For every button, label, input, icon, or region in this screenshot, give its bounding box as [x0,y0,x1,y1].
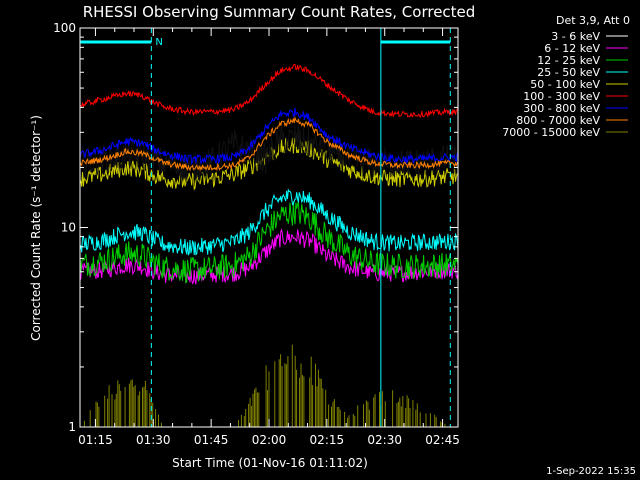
x-tick-label-3: 02:00 [252,433,287,447]
legend-label-12-25-kev: 12 - 25 keV [537,54,600,67]
series-line-12-25-kev [79,201,459,284]
y-tick-label-1: 10 [61,221,76,235]
series-line-100-300-kev [79,63,459,119]
chart-title: RHESSI Observing Summary Count Rates, Co… [83,3,476,21]
legend-label-50-100-kev: 50 - 100 keV [530,78,600,91]
x-tick-label-5: 02:30 [367,433,402,447]
legend-label-7000-15000-kev: 7000 - 15000 keV [502,126,600,139]
x-tick-label-2: 01:45 [194,433,229,447]
series-spikes-7000-15000-kev [83,344,446,427]
y-axis-label: Corrected Count Rate (s⁻¹ detector⁻¹) [29,115,43,341]
series-line-300-800-kev [79,107,459,166]
x-tick-label-1: 01:30 [136,433,171,447]
flag-label-0: N [155,37,162,48]
legend-label-800-7000-kev: 800 - 7000 keV [516,114,600,127]
plot-area: N 01:15 01:30 01:45 02:00 02:15 02:30 02:45 1 10… [53,21,460,447]
legend-label-300-800-kev: 300 - 800 keV [523,102,600,115]
series-line-3-6-kev [79,124,459,183]
x-tick-label-6: 02:45 [425,433,460,447]
series-line-800-7000-kev [79,115,459,172]
legend-label-3-6-kev: 3 - 6 keV [551,30,600,43]
timestamp: 1-Sep-2022 15:35 [546,466,636,477]
series-line-25-50-kev [79,188,459,256]
y-tick-label-2: 100 [53,21,76,35]
y-tick-label-0: 1 [68,420,76,434]
legend-header: Det 3,9, Att 0 [556,14,630,27]
x-tick-label-4: 02:15 [310,433,345,447]
x-tick-label-0: 01:15 [78,433,113,447]
legend-label-100-300-kev: 100 - 300 keV [523,90,600,103]
legend-label-6-12-kev: 6 - 12 keV [544,42,600,55]
axis-layer: 01:15 01:30 01:45 02:00 02:15 02:30 02:45 1 10 10… [53,21,460,447]
x-axis-label: Start Time (01-Nov-16 01:11:02) [172,456,368,470]
series-layer [79,63,459,427]
legend-label-25-50-kev: 25 - 50 keV [537,66,600,79]
